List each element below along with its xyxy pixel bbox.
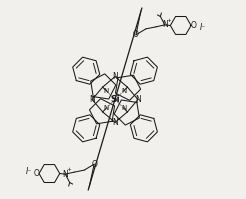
- Text: N: N: [121, 105, 126, 111]
- Text: N: N: [112, 118, 118, 127]
- Text: +: +: [166, 18, 171, 23]
- Text: N: N: [112, 72, 118, 81]
- Text: +: +: [66, 167, 71, 172]
- Text: O: O: [133, 30, 139, 39]
- Text: N: N: [104, 105, 109, 111]
- Text: O: O: [91, 160, 97, 169]
- Text: I⁻: I⁻: [25, 167, 31, 176]
- Text: N: N: [62, 170, 68, 179]
- Text: N: N: [89, 95, 95, 104]
- Text: O: O: [190, 21, 196, 30]
- Text: I⁻: I⁻: [200, 23, 206, 32]
- Text: N: N: [121, 88, 126, 94]
- Text: Si: Si: [110, 95, 120, 104]
- Text: N: N: [162, 20, 168, 29]
- Text: N: N: [104, 88, 109, 94]
- Text: N: N: [135, 95, 141, 104]
- Text: O: O: [34, 169, 40, 178]
